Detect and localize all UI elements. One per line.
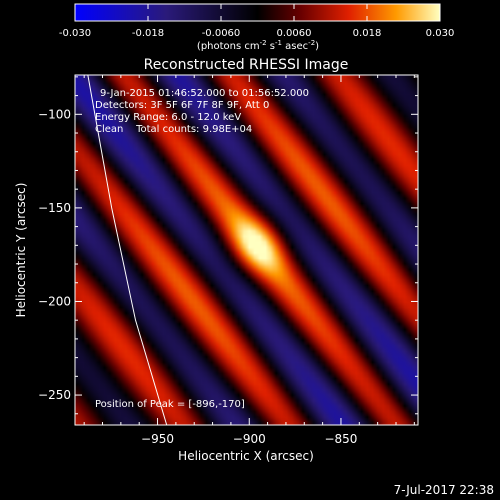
chart-title: Reconstructed RHESSI Image: [144, 57, 349, 73]
y-tick-label-2: −200: [38, 294, 71, 308]
timestamp: 7-Jul-2017 22:38: [394, 483, 494, 497]
heatmap-image: [75, 75, 418, 425]
annotation-detectors: Detectors: 3F 5F 6F 7F 8F 9F, Att 0: [95, 100, 269, 111]
colorbar-tick-label-0: -0.030: [59, 28, 91, 39]
x-tick-label-0: −950: [141, 432, 174, 446]
annotation-peak: Position of Peak = [-896,-170]: [95, 399, 245, 410]
x-tick-label-2: −850: [324, 432, 357, 446]
y-tick-label-0: −100: [38, 107, 71, 121]
y-tick-label-1: −150: [38, 201, 71, 215]
colorbar-tick-label-4: 0.018: [353, 28, 382, 39]
colorbar: -0.030 -0.018 -0.0060 0.0060 0.018 0.030…: [59, 3, 455, 52]
y-axis-label: Heliocentric Y (arcsec): [14, 183, 28, 318]
x-axis-label: Heliocentric X (arcsec): [178, 449, 314, 463]
annotation-time-range: 9-Jan-2015 01:46:52.000 to 01:56:52.000: [100, 88, 309, 99]
colorbar-units-label: (photons cm-2 s-1 asec-2): [197, 39, 319, 52]
x-tick-label-1: −900: [233, 432, 266, 446]
colorbar-tick-label-3: 0.0060: [277, 28, 312, 39]
plot-frame: [74, 74, 419, 426]
colorbar-tick-label-2: -0.0060: [202, 28, 241, 39]
colorbar-frame: [74, 3, 441, 22]
annotation-clean: Clean Total counts: 9.98E+04: [95, 124, 252, 135]
colorbar-tick-label-1: -0.018: [132, 28, 164, 39]
solar-limb-curve: [87, 75, 168, 425]
annotation-energy: Energy Range: 6.0 - 12.0 keV: [95, 112, 241, 123]
y-tick-label-3: −250: [38, 388, 71, 402]
colorbar-gradient: [75, 4, 440, 21]
colorbar-tick-label-5: 0.030: [426, 28, 455, 39]
